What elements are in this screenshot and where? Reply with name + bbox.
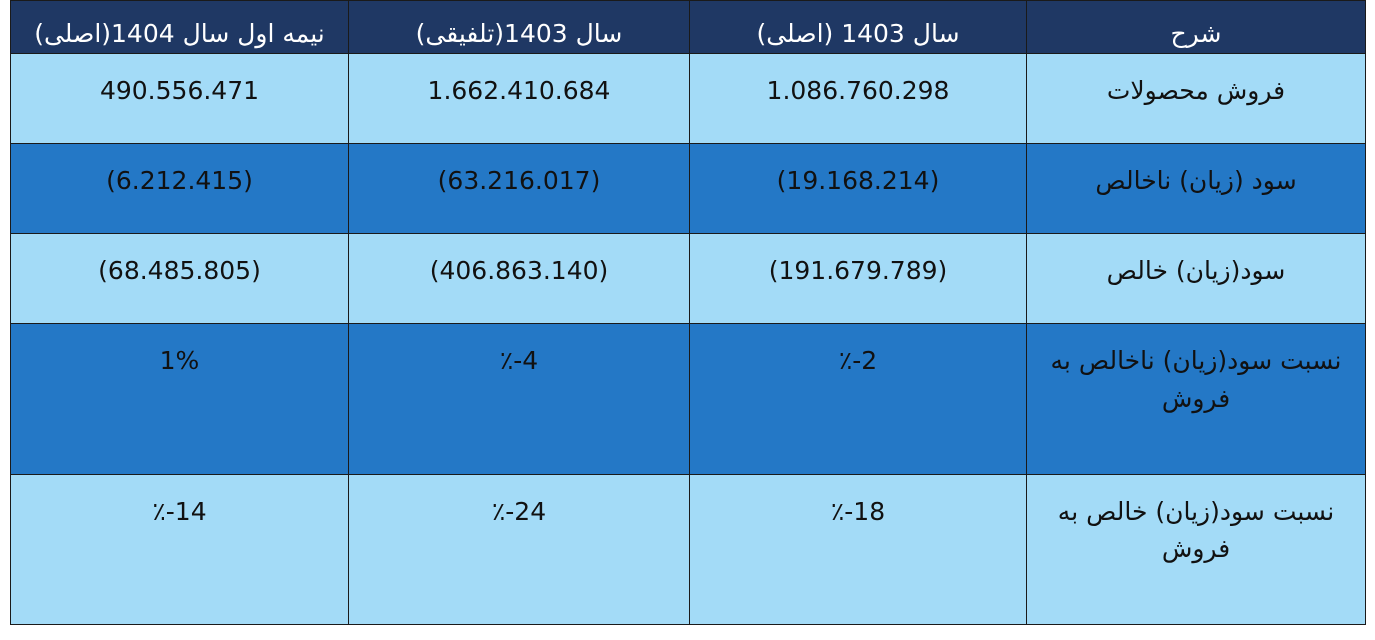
value-cell: (406.863.140) — [348, 233, 690, 325]
value-text: (191.679.789) — [768, 256, 948, 286]
value-cell: ٪-4 — [348, 323, 690, 475]
header-cell: نیمه اول سال 1404(اصلی) — [10, 0, 349, 54]
table-row: سود (زیان) ناخالص (19.168.214) (63.216.017… — [10, 142, 1366, 235]
row-label: سود (زیان) ناخالص — [1026, 142, 1366, 235]
value-text: 1.662.410.684 — [427, 75, 611, 105]
data-table: شرح سال 1403 (اصلی) سال 1403(تلفیقی) نیمه ا… — [10, 0, 1366, 626]
value-text: (6.212.415) — [106, 165, 253, 195]
header-cell: شرح — [1026, 0, 1366, 54]
row-label: نسبت سود(زیان) ناخالص به فروش — [1026, 323, 1366, 475]
value-cell: (6.212.415) — [10, 142, 349, 235]
table-row: سود(زیان) خالص (191.679.789) (406.863.140)… — [10, 233, 1366, 325]
value-cell: (68.485.805) — [10, 233, 349, 325]
value-text: ٪-2 — [838, 346, 878, 376]
table-row: نسبت سود(زیان) خالص به فروش ٪-18 ٪-24 ٪-14 — [10, 473, 1366, 626]
value-cell: (191.679.789) — [689, 233, 1027, 325]
table-row: فروش محصولات 1.086.760.298 1.662.410.684 49… — [10, 52, 1366, 144]
value-cell: 490.556.471 — [10, 52, 349, 144]
row-label: نسبت سود(زیان) خالص به فروش — [1026, 473, 1366, 626]
value-text: ٪-4 — [499, 346, 539, 376]
header-cell: سال 1403 (اصلی) — [689, 0, 1027, 54]
value-cell: (19.168.214) — [689, 142, 1027, 235]
value-cell: ٪-24 — [348, 473, 690, 626]
value-cell: 1.086.760.298 — [689, 52, 1027, 144]
value-cell: 1% — [10, 323, 349, 475]
row-label: سود(زیان) خالص — [1026, 233, 1366, 325]
value-text: 1.086.760.298 — [766, 75, 950, 105]
header-cell: سال 1403(تلفیقی) — [348, 0, 690, 54]
row-label: فروش محصولات — [1026, 52, 1366, 144]
value-cell: ٪-2 — [689, 323, 1027, 475]
value-text: ٪-24 — [491, 496, 547, 526]
value-text: 1% — [159, 346, 200, 376]
value-cell: ٪-18 — [689, 473, 1027, 626]
value-cell: (63.216.017) — [348, 142, 690, 235]
table-body: فروش محصولات 1.086.760.298 1.662.410.684 49… — [10, 52, 1366, 626]
value-text: (406.863.140) — [429, 256, 609, 286]
value-text: (68.485.805) — [98, 256, 261, 286]
value-cell: 1.662.410.684 — [348, 52, 690, 144]
value-text: (19.168.214) — [776, 165, 940, 195]
value-text: ٪-14 — [152, 496, 207, 526]
header-row: شرح سال 1403 (اصلی) سال 1403(تلفیقی) نیمه ا… — [10, 0, 1366, 54]
value-text: (63.216.017) — [437, 165, 601, 195]
value-text: ٪-18 — [830, 496, 886, 526]
value-cell: ٪-14 — [10, 473, 349, 626]
value-text: 490.556.471 — [99, 75, 260, 105]
table-row: نسبت سود(زیان) ناخالص به فروش ٪-2 ٪-4 1% — [10, 323, 1366, 475]
